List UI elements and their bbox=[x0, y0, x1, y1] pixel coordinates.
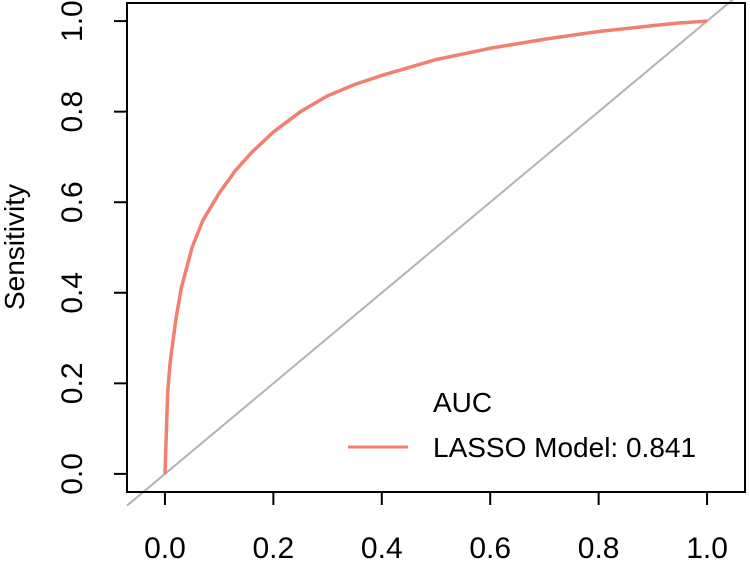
roc-curve-series-0 bbox=[163, 19, 708, 474]
x-tick-label-3: 0.6 bbox=[469, 532, 511, 562]
y-tick-label-0: 0.0 bbox=[56, 453, 89, 495]
y-tick-label-4: 0.8 bbox=[56, 91, 89, 133]
x-tick-label-2: 0.4 bbox=[361, 532, 403, 562]
x-tick-label-1: 0.2 bbox=[253, 532, 295, 562]
legend-title: AUC bbox=[433, 387, 492, 418]
reference-diagonal-line bbox=[126, 0, 734, 507]
y-tick-label-5: 1.0 bbox=[56, 0, 89, 42]
y-tick-label-3: 0.6 bbox=[56, 181, 89, 223]
x-tick-label-5: 1.0 bbox=[686, 532, 728, 562]
x-tick-label-4: 0.8 bbox=[578, 532, 620, 562]
plot-frame bbox=[126, 2, 746, 493]
y-tick-label-2: 0.4 bbox=[56, 272, 89, 314]
legend: AUC LASSO Model: 0.841 bbox=[348, 387, 696, 463]
x-tick-label-0: 0.0 bbox=[144, 532, 186, 562]
y-tick-label-1: 0.2 bbox=[56, 362, 89, 404]
y-axis-title: Sensitivity bbox=[0, 184, 30, 310]
legend-label-lasso-model: LASSO Model: 0.841 bbox=[433, 432, 696, 463]
